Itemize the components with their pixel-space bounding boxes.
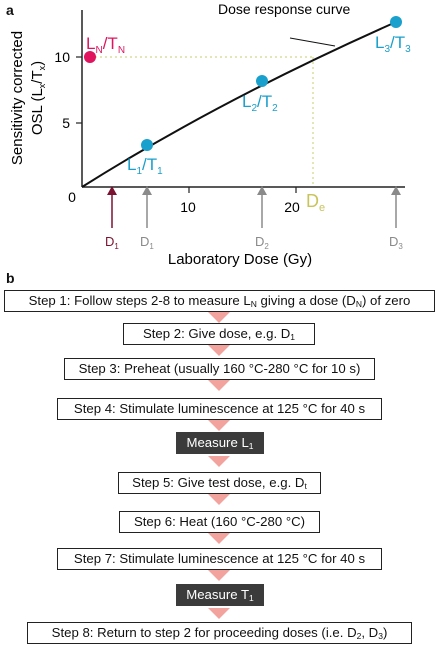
step-7-box: Step 7: Stimulate luminescence at 125 °C…: [57, 548, 382, 570]
protocol-flowchart: Step 1: Follow steps 2-8 to measure LN g…: [0, 282, 439, 648]
dose-response-curve: [81, 21, 397, 188]
flow-arrow: [208, 420, 230, 431]
svg-text:D2: D2: [255, 234, 269, 251]
flow-arrow: [208, 494, 230, 505]
x-tick-20: 20: [284, 199, 300, 215]
svg-text:D3: D3: [389, 234, 403, 251]
svg-text:D1: D1: [140, 234, 154, 251]
flow-arrow: [208, 312, 230, 323]
y-tick-5: 5: [62, 115, 70, 131]
step-1-box: Step 1: Follow steps 2-8 to measure LN g…: [4, 290, 435, 312]
point-2-label: L2/T2: [242, 92, 278, 114]
flow-arrow: [208, 608, 230, 619]
dose-marker-d1-natural: D1: [105, 186, 119, 251]
curve-label: Dose response curve: [218, 1, 351, 17]
step-4-box: Step 4: Stimulate luminescence at 125 °C…: [57, 398, 382, 420]
dose-response-chart: 5 10 0 10 20 Dose response curve LN/TN L…: [9, 1, 411, 268]
step-6-box: Step 6: Heat (160 °C-280 °C): [119, 511, 320, 533]
measure-l1-box: Measure L1: [176, 432, 264, 454]
panel-b-label: b: [6, 270, 15, 286]
y-axis-title-line1: Sensitivity corrected: [9, 31, 26, 165]
point-1-label: L1/T1: [127, 155, 163, 177]
step-2-box: Step 2: Give dose, e.g. D1: [123, 323, 315, 345]
panel-a-label: a: [6, 2, 14, 18]
y-tick-10: 10: [54, 49, 70, 65]
dose-marker-d3: D3: [389, 186, 403, 251]
x-axis-title: Laboratory Dose (Gy): [168, 251, 312, 268]
flow-arrow: [208, 533, 230, 544]
step-8-box: Step 8: Return to step 2 for proceeding …: [27, 622, 412, 644]
flow-arrow: [208, 345, 230, 356]
natural-point-label: LN/TN: [86, 34, 125, 56]
point-3-label: L3/T3: [375, 33, 411, 55]
y-axis-title-line2: OSL (Lx/Tx): [29, 61, 47, 135]
measure-t1-box: Measure T1: [176, 584, 264, 606]
dose-marker-d1: D1: [140, 186, 154, 251]
step-5-box: Step 5: Give test dose, e.g. Dt: [118, 472, 321, 494]
x-tick-10: 10: [180, 199, 196, 215]
point-1: [141, 139, 153, 151]
natural-point: [84, 51, 96, 63]
point-3: [390, 16, 402, 28]
flow-arrow: [208, 456, 230, 467]
x-tick-0: 0: [68, 189, 76, 205]
step-3-box: Step 3: Preheat (usually 160 °C-280 °C f…: [64, 358, 375, 380]
de-label: De: [306, 191, 325, 214]
svg-text:D1: D1: [105, 234, 119, 251]
dose-marker-d2: D2: [255, 186, 269, 251]
curve-label-leader: [289, 37, 336, 47]
point-2: [256, 75, 268, 87]
flow-arrow: [208, 380, 230, 391]
flow-arrow: [208, 570, 230, 581]
